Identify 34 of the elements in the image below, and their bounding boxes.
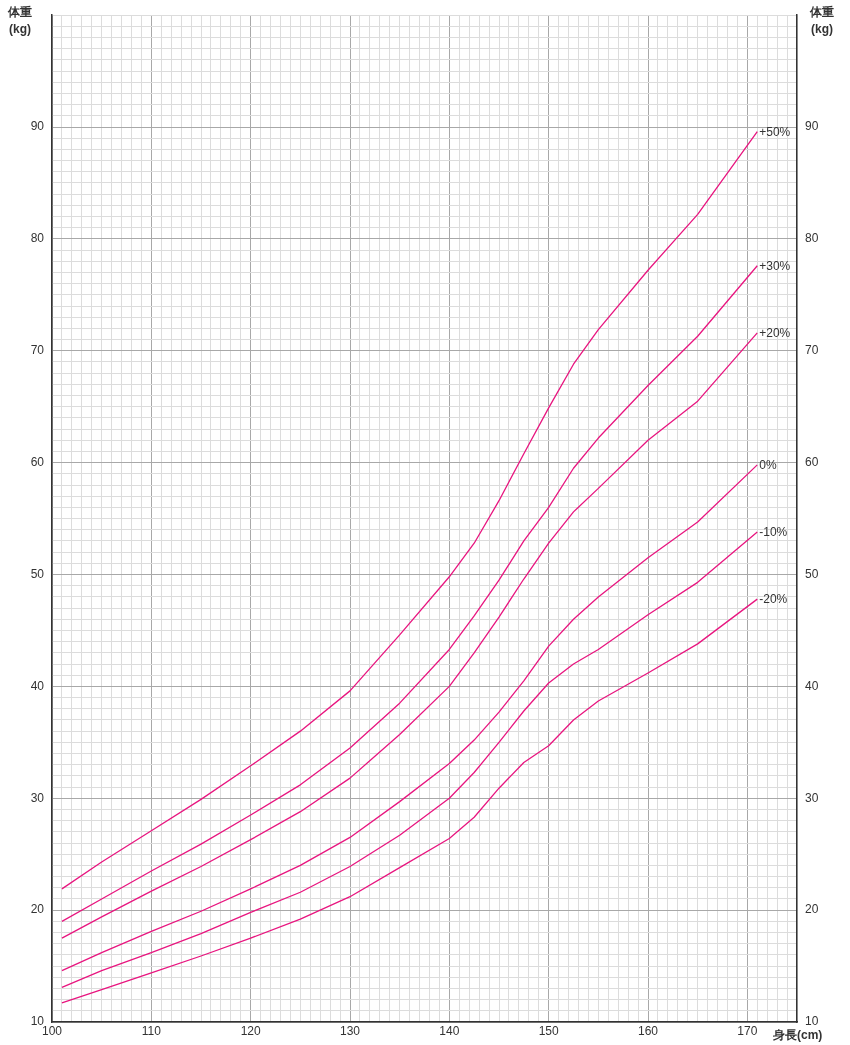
x-tick-label: 130 — [339, 1023, 361, 1038]
x-tick-label: 170 — [737, 1023, 758, 1038]
series-label: -20% — [759, 592, 788, 607]
y-tick-label: 80 — [30, 231, 45, 246]
y2-tick-label: 20 — [805, 902, 819, 917]
y-tick-label: 60 — [30, 454, 45, 469]
x-tick-label: 120 — [240, 1023, 261, 1038]
y-tick-label: 40 — [30, 678, 45, 693]
series-label: +50% — [759, 124, 791, 139]
y-axis-title: 体重 (kg) — [7, 5, 32, 37]
y-tick-label: 20 — [30, 902, 45, 917]
y2-tick-label: 90 — [805, 119, 819, 134]
y-tick-label: 30 — [30, 790, 45, 805]
x-tick-label: 150 — [538, 1023, 559, 1038]
y2-axis-title: 体重 (kg) — [809, 5, 834, 37]
y-tick-label: 50 — [30, 566, 45, 581]
x-tick-label: 160 — [637, 1023, 659, 1038]
y-tick-label: 10 — [30, 1014, 45, 1029]
x-tick-label: 110 — [141, 1023, 162, 1038]
y2-tick-label: 50 — [805, 566, 819, 581]
y2-tick-label: 40 — [805, 678, 819, 693]
series-label: +30% — [759, 259, 791, 274]
x-tick-label: 140 — [439, 1023, 460, 1038]
x-axis-title: 身長(cm) — [772, 1028, 823, 1043]
y2-tick-label: 80 — [805, 231, 819, 246]
series-label: +20% — [759, 326, 791, 341]
y2-tick-label: 30 — [805, 790, 819, 805]
y-tick-label: 90 — [30, 119, 45, 134]
y2-tick-label: 60 — [805, 454, 819, 469]
y-tick-label: 70 — [30, 343, 45, 358]
series-label: 0% — [759, 458, 777, 473]
series-label: -10% — [759, 525, 788, 540]
y2-tick-label: 70 — [805, 343, 819, 358]
y2-tick-label: 10 — [805, 1014, 819, 1029]
